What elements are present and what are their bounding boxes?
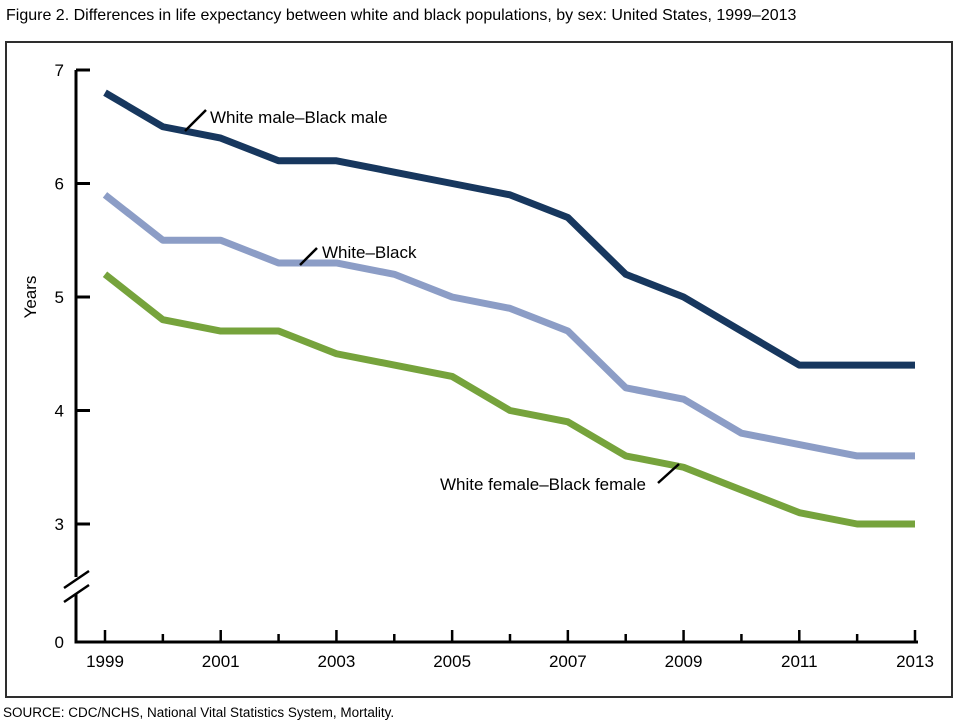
series-line-2 [102, 271, 915, 528]
y-tick-label: 6 [55, 175, 64, 194]
y-tick-label: 5 [55, 288, 64, 307]
line-chart: 7 6 5 4 3 0 1999 2001 2003 2005 2007 2009 2011 2013 Ye… [21, 61, 934, 671]
annotation-leader-2 [657, 463, 680, 484]
x-tick-label: 2009 [665, 652, 703, 671]
x-tick-label: 2005 [433, 652, 471, 671]
x-tick-label: 2011 [781, 652, 818, 671]
y-axis-title: Years [21, 276, 40, 319]
x-tick-label: 1999 [86, 652, 124, 671]
y-tick-label: 7 [55, 61, 64, 80]
source-note: SOURCE: CDC/NCHS, National Vital Statist… [3, 705, 395, 720]
x-tick-label: 2003 [318, 652, 356, 671]
y-tick-label: 4 [55, 402, 64, 421]
annotation-label-0: White male–Black male [210, 108, 388, 127]
annotation-label-1: White–Black [322, 243, 417, 262]
axis-break-slash [63, 569, 90, 590]
annotation-leader-0 [184, 109, 207, 132]
chart-frame: 7 6 5 4 3 0 1999 2001 2003 2005 2007 2009 2011 2013 Ye… [5, 41, 953, 698]
x-tick-label: 2013 [896, 652, 934, 671]
annotation-label-2: White female–Black female [440, 475, 646, 494]
figure-title: Figure 2. Differences in life expectancy… [6, 7, 797, 24]
axis-break-slash [63, 583, 90, 604]
x-tick-label: 2001 [202, 652, 240, 671]
annotation-leader-1 [299, 247, 318, 266]
series-line-0 [103, 89, 915, 369]
y-tick-label-zero: 0 [55, 633, 64, 652]
series-line-1 [102, 192, 915, 460]
y-tick-label: 3 [55, 515, 64, 534]
x-tick-label: 2007 [549, 652, 587, 671]
